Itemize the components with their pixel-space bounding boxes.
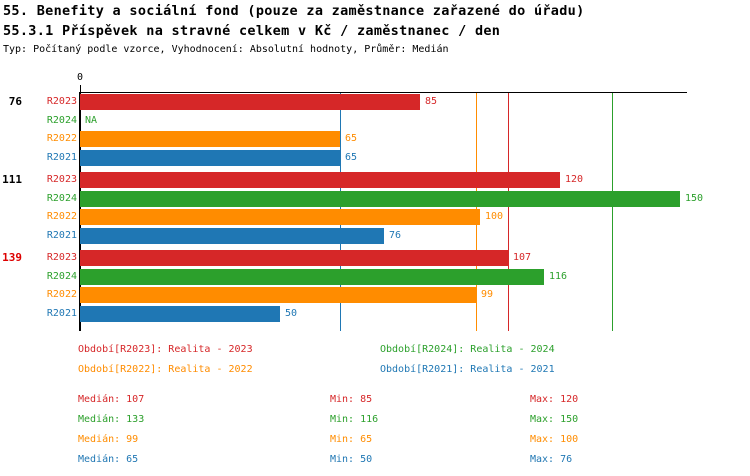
bar-value-label: 50 [285,307,298,319]
bar-r2022 [80,131,340,147]
bar-value-label: 76 [389,229,402,241]
report-title-line2: 55.3.1 Příspěvek na stravné celkem v Kč … [3,23,501,39]
stat-median-r2021: Medián: 65 [78,454,139,465]
group-label: 111 [2,173,22,186]
stat-median-r2023: Medián: 107 [78,394,145,405]
bar-r2021 [80,227,384,244]
legend-item-r2024: Období[R2024]: Realita - 2024 [380,344,555,355]
bar-value-label: 116 [549,270,568,282]
bar-value-label: 65 [345,133,358,144]
bar-value-label: 120 [565,174,584,185]
bar-row-label-r2022: R2022 [46,211,77,222]
bar-value-label: 100 [485,211,504,222]
bar-row-label-r2021: R2021 [46,307,77,319]
stat-median-r2022: Medián: 99 [78,434,139,445]
x-axis-zero-tick [79,85,81,92]
bar-row-label-r2022: R2022 [46,133,77,144]
bar-r2021 [80,305,280,322]
report-title-line1: 55. Benefity a sociální fond (pouze za z… [3,3,585,19]
bar-row-label-r2021: R2021 [46,151,77,163]
median-line-r2023 [507,92,509,331]
stat-min-r2022: Min: 65 [330,434,373,445]
bar-r2021 [80,149,340,166]
bar-row-label-r2022: R2022 [46,289,77,300]
stat-median-r2024: Medián: 133 [78,414,145,425]
bar-value-label: 107 [513,252,532,263]
stat-max-r2023: Max: 120 [530,394,579,405]
bar-row-label-r2021: R2021 [46,229,77,241]
bar-r2022 [80,209,480,225]
chart-top-rule [80,92,687,93]
bar-r2024 [80,190,680,207]
bar-value-label: 85 [425,96,438,107]
bar-row-label-r2023: R2023 [46,174,77,185]
legend-item-r2023: Období[R2023]: Realita - 2023 [78,344,253,355]
stat-max-r2022: Max: 100 [530,434,579,445]
bar-value-label: 65 [345,151,358,163]
group-label: 76 [8,95,22,108]
bar-row-label-r2024: R2024 [46,192,77,204]
stat-min-r2024: Min: 116 [330,414,379,425]
group-label: 139 [2,251,22,264]
stat-min-r2023: Min: 85 [330,394,373,405]
stat-max-r2024: Max: 150 [530,414,579,425]
bar-r2024 [80,268,544,285]
bar-r2023 [80,250,508,266]
bar-r2023 [80,172,560,188]
legend-item-r2022: Období[R2022]: Realita - 2022 [78,364,253,375]
bar-value-label: 99 [481,289,494,300]
stat-min-r2021: Min: 50 [330,454,373,465]
bar-r2023 [80,94,420,110]
bar-row-label-r2023: R2023 [46,252,77,263]
y-axis-line [78,92,81,331]
bar-row-label-r2024: R2024 [46,114,77,126]
report-subtitle: Typ: Počítaný podle vzorce, Vyhodnocení:… [3,44,449,55]
bar-row-label-r2023: R2023 [46,96,77,107]
bar-row-label-r2024: R2024 [46,270,77,282]
bar-na-label: NA [85,114,98,126]
median-line-r2024 [611,92,613,331]
bar-value-label: 150 [685,192,704,204]
stat-max-r2021: Max: 76 [530,454,573,465]
x-axis-zero-label: 0 [76,72,84,83]
legend-item-r2021: Období[R2021]: Realita - 2021 [380,364,555,375]
bar-r2022 [80,287,476,303]
